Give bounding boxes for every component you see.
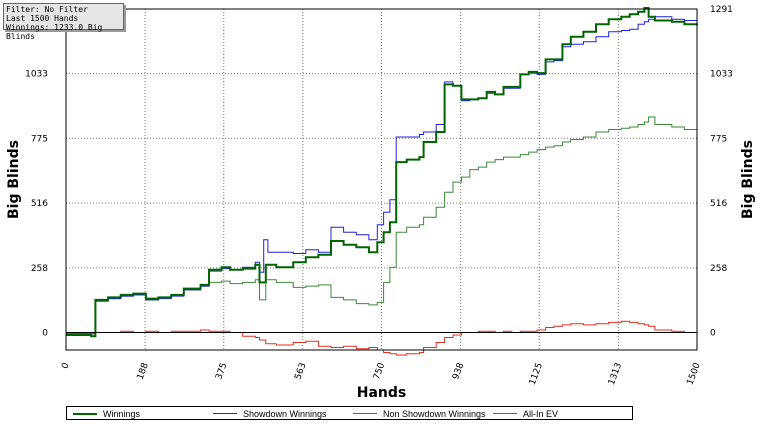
x-tick-label: 750 [372, 361, 387, 381]
hands-count-label: Last 1500 Hands [6, 14, 79, 23]
legend-item-winnings: Winnings [73, 408, 140, 419]
legend-label-showdown: Showdown Winnings [243, 408, 327, 419]
legend-item-non-showdown: Non Showdown Winnings [353, 408, 486, 419]
x-tick-label: 1313 [607, 362, 624, 387]
x-tick-label: 1500 [686, 361, 703, 386]
y-axis-title-right: Big Blinds [740, 140, 756, 219]
plot-frame [65, 8, 698, 351]
y-tick-label-right: 775 [710, 134, 727, 144]
legend-swatch-allin-ev [493, 413, 517, 414]
x-axis-title: Hands [357, 385, 407, 401]
legend-label-non-showdown: Non Showdown Winnings [383, 408, 486, 419]
y-axis-title-left: Big Blinds [6, 140, 22, 219]
legend-label-allin-ev: All-In EV [523, 408, 559, 419]
x-tick-label: 188 [136, 361, 151, 381]
y-tick-label-right: 1291 [710, 5, 733, 15]
y-tick-label-left: 516 [31, 199, 48, 209]
legend-swatch-showdown [213, 413, 237, 414]
legend-item-showdown: Showdown Winnings [213, 408, 327, 419]
y-tick-label-right: 1033 [710, 70, 733, 80]
series-line-non-showdown-winnings [66, 320, 698, 356]
x-tick-label: 563 [293, 362, 308, 382]
x-tick-label: 938 [451, 361, 466, 381]
series-line-winnings [66, 7, 698, 338]
tick-labels: 0 188 375 563 750 938 1125 1313 1500 0 0 258 258 516 5… [25, 5, 733, 387]
y-tick-label-right: 0 [710, 328, 716, 338]
filter-info-box: Filter: No Filter Last 1500 Hands Winnin… [3, 3, 124, 41]
y-tick-label-left: 0 [42, 328, 48, 338]
series-lines [66, 7, 698, 356]
grid [66, 9, 697, 350]
x-tick-label: 0 [60, 361, 71, 370]
winnings-summary-label: Winnings: 1233.0 Big Blinds [6, 23, 103, 41]
y-tick-label-left: 775 [31, 134, 48, 144]
legend-label-winnings: Winnings [103, 408, 141, 419]
legend-swatch-non-showdown [353, 413, 377, 414]
y-tick-label-left: 1033 [25, 70, 48, 80]
series-line-showdown-winnings [66, 16, 698, 335]
y-tick-label-left: 258 [31, 264, 48, 274]
chart-legend: Winnings Showdown Winnings Non Showdown … [66, 406, 633, 420]
legend-item-allin-ev: All-In EV [493, 408, 558, 419]
y-tick-label-right: 258 [710, 264, 727, 274]
filter-label: Filter: No Filter [6, 5, 88, 14]
legend-swatch-winnings [73, 412, 97, 415]
x-tick-label: 375 [214, 362, 229, 382]
y-tick-label-right: 516 [710, 199, 727, 209]
x-tick-label: 1125 [528, 362, 545, 387]
